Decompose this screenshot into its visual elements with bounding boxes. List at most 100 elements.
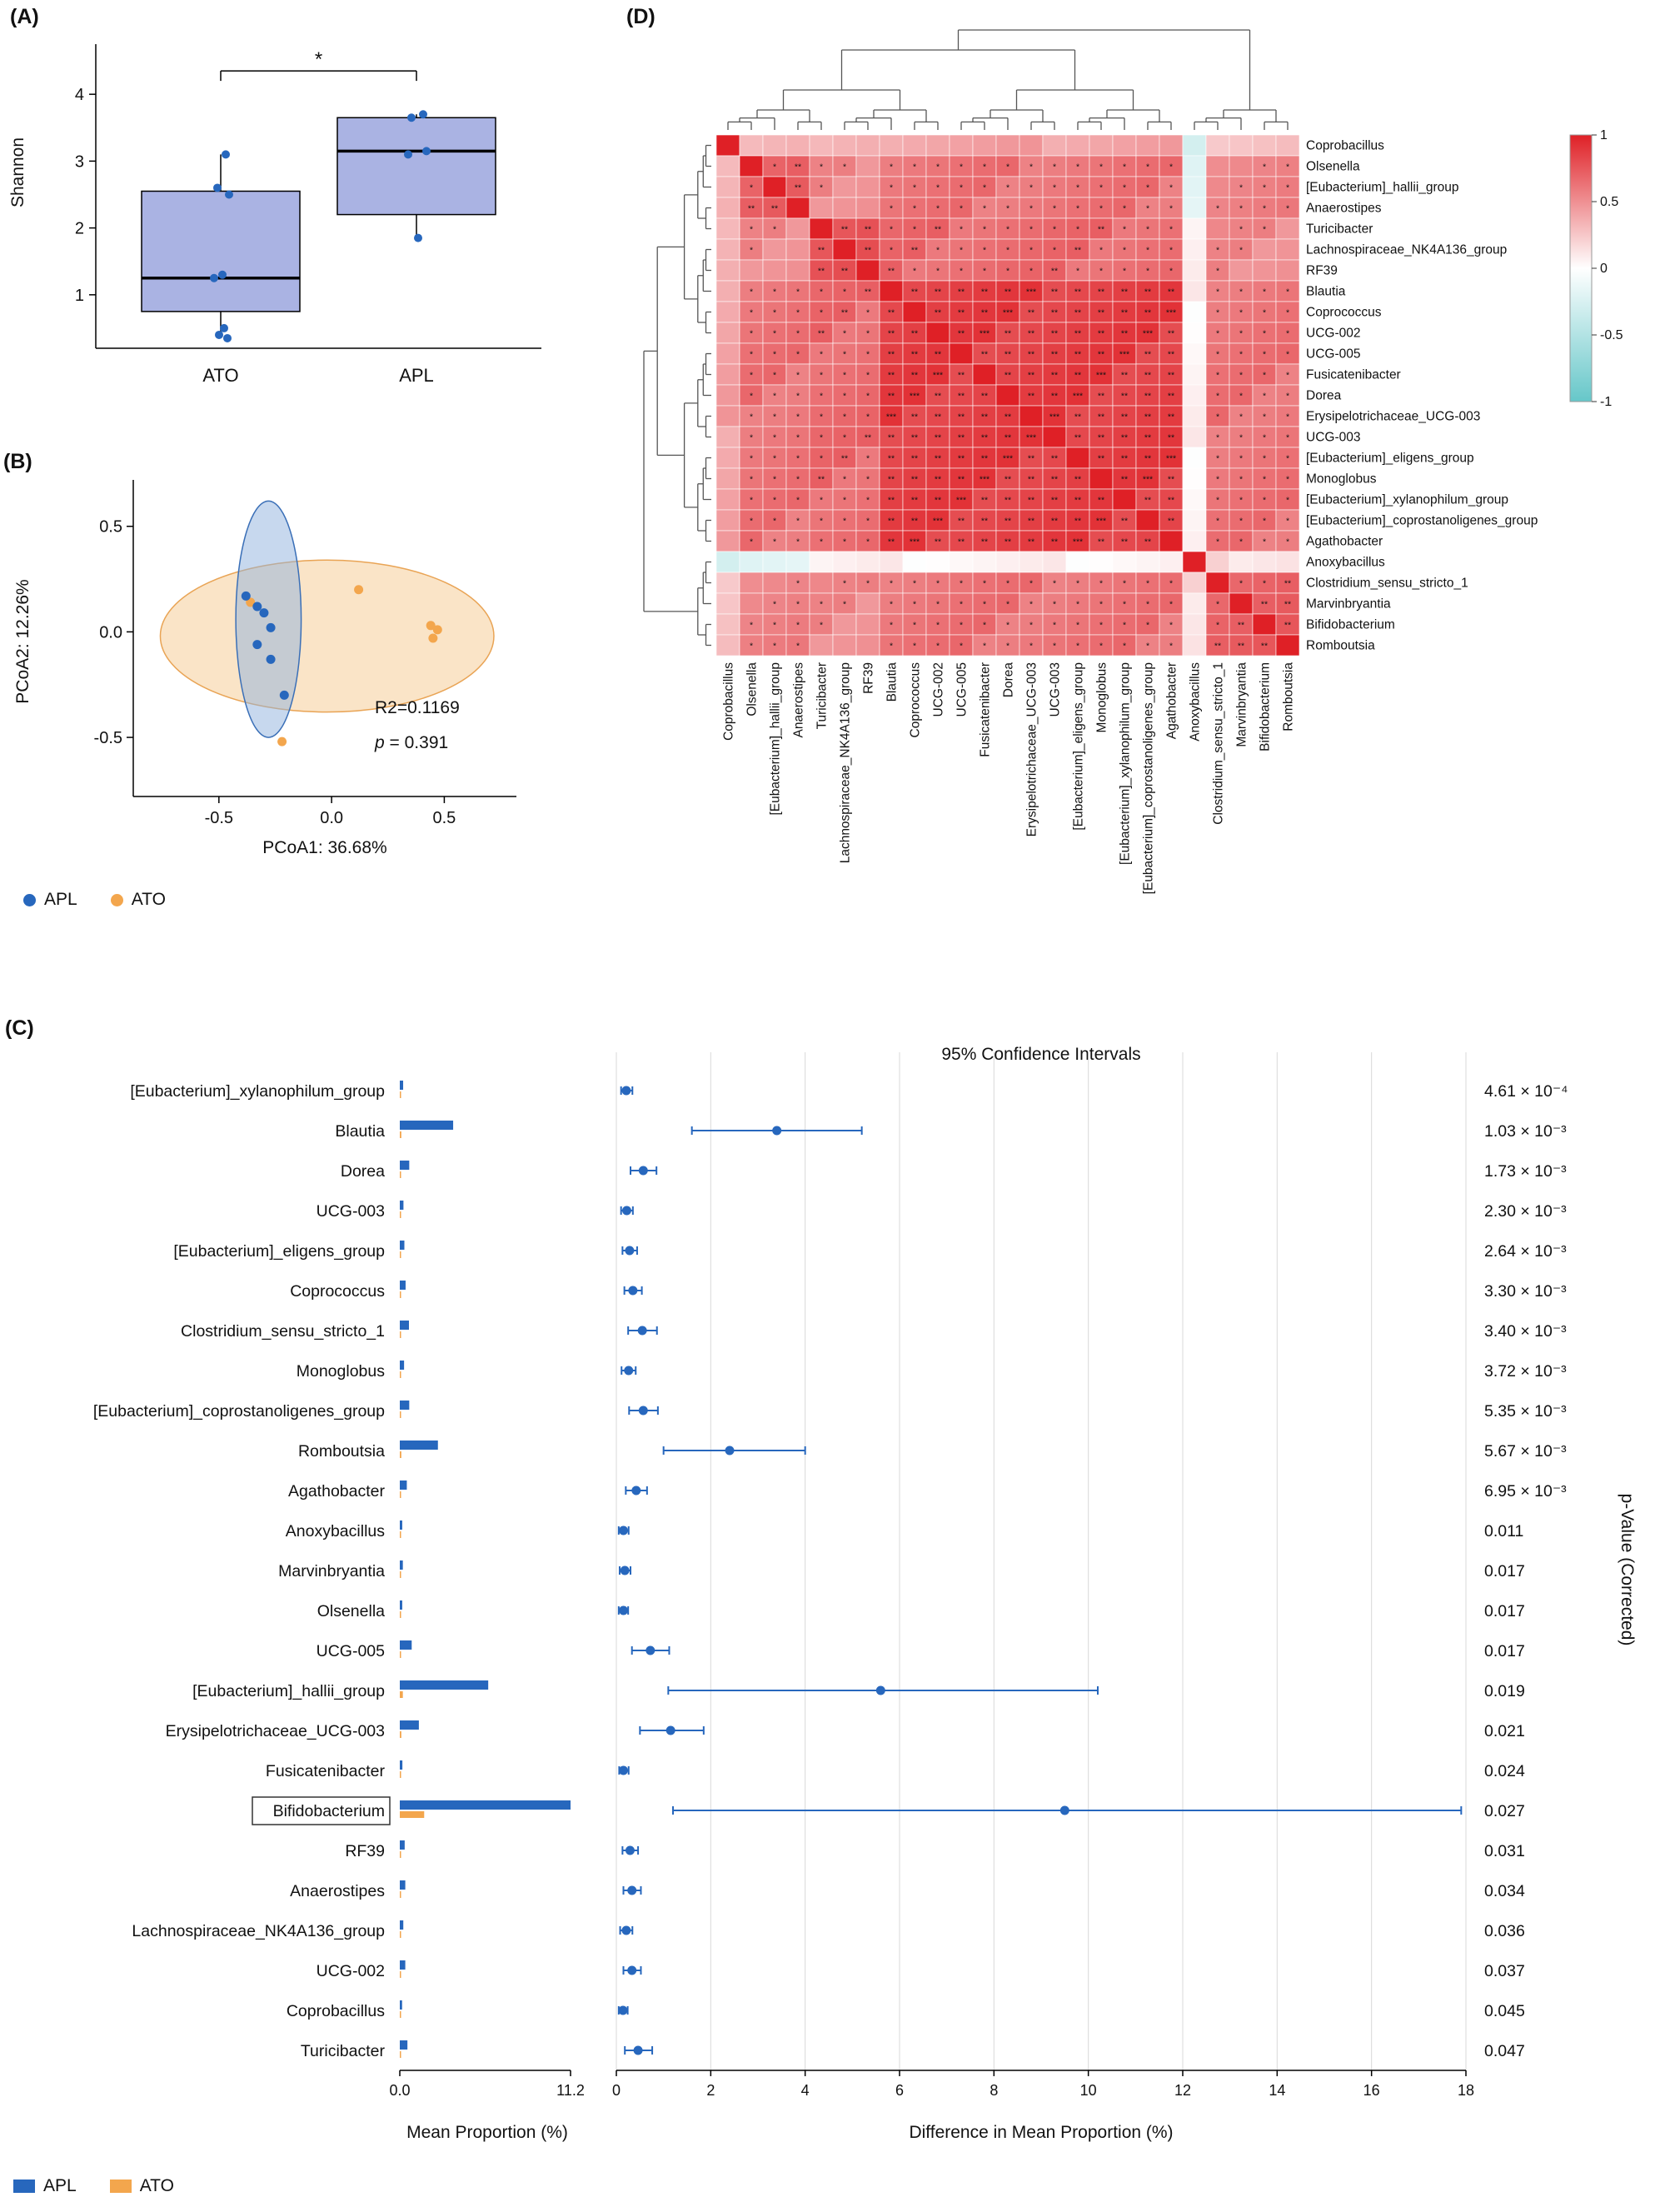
svg-text:**: **	[1074, 496, 1081, 506]
svg-text:**: **	[1074, 517, 1081, 527]
svg-text:**: **	[865, 287, 871, 297]
svg-text:*: *	[820, 517, 823, 527]
heatmap-row-labels: Coprobacillus Olsenella [Eubacterium]_hall…	[1306, 139, 1538, 653]
svg-text:*: *	[1169, 162, 1173, 172]
svg-text:*: *	[843, 162, 846, 172]
svg-text:*: *	[1263, 412, 1266, 422]
svg-text:**: **	[935, 537, 941, 547]
svg-text:*: *	[1123, 204, 1126, 214]
panel-a-label: (A)	[10, 5, 39, 28]
svg-text:**: **	[748, 204, 755, 214]
svg-text:*: *	[1239, 329, 1243, 339]
svg-text:**: **	[935, 392, 941, 402]
svg-text:*: *	[1099, 183, 1103, 193]
svg-text:**: **	[981, 308, 988, 318]
svg-text:**: **	[958, 371, 965, 381]
dendrogram-left	[643, 144, 711, 647]
svg-text:1.73 × 10⁻³: 1.73 × 10⁻³	[1484, 1162, 1567, 1181]
svg-text:*: *	[936, 246, 940, 256]
svg-text:***: ***	[980, 329, 990, 339]
svg-text:**: **	[1168, 350, 1174, 360]
svg-text:**: **	[958, 329, 965, 339]
svg-text:*: *	[1263, 371, 1266, 381]
svg-text:**: **	[1121, 537, 1128, 547]
svg-text:*: *	[1263, 350, 1266, 360]
pcoa-legend-apl: APL	[23, 890, 77, 910]
svg-text:Anaerostipes: Anaerostipes	[792, 662, 806, 738]
svg-text:*: *	[1169, 600, 1173, 610]
svg-text:*: *	[890, 246, 893, 256]
svg-text:[Eubacterium]_hallii_group: [Eubacterium]_hallii_group	[192, 1682, 385, 1700]
panel-d-label: (D)	[626, 5, 656, 28]
colorbar-ticks: 1 0.5 0 -0.5 -1	[1592, 128, 1623, 409]
svg-text:4: 4	[801, 2082, 810, 2099]
svg-text:*: *	[820, 371, 823, 381]
svg-text:**: **	[1144, 537, 1151, 547]
svg-text:*: *	[750, 329, 753, 339]
svg-text:0: 0	[612, 2082, 621, 2099]
svg-text:**: **	[981, 517, 988, 527]
svg-text:ATO: ATO	[202, 365, 238, 386]
svg-text:**: **	[865, 246, 871, 256]
svg-text:*: *	[796, 412, 800, 422]
svg-text:*: *	[1286, 537, 1289, 547]
svg-text:*: *	[773, 308, 776, 318]
svg-text:Blautia: Blautia	[885, 662, 900, 702]
svg-text:*: *	[1216, 204, 1219, 214]
svg-text:*: *	[983, 642, 986, 652]
svg-text:**: **	[1004, 350, 1011, 360]
svg-text:UCG-002: UCG-002	[1306, 327, 1360, 341]
svg-text:*: *	[1216, 537, 1219, 547]
svg-text:Fusicatenibacter: Fusicatenibacter	[266, 1762, 386, 1780]
svg-text:*: *	[866, 517, 870, 527]
svg-text:Agathobacter: Agathobacter	[1306, 535, 1383, 549]
svg-text:*: *	[1076, 600, 1079, 610]
svg-text:Agathobacter: Agathobacter	[1165, 662, 1179, 739]
svg-text:*: *	[773, 517, 776, 527]
svg-text:**: **	[981, 496, 988, 506]
svg-text:*: *	[1146, 621, 1149, 631]
svg-text:**: **	[888, 517, 895, 527]
svg-text:**: **	[1074, 433, 1081, 443]
svg-text:*: *	[890, 183, 893, 193]
svg-text:**: **	[1168, 433, 1174, 443]
svg-text:5.67 × 10⁻³: 5.67 × 10⁻³	[1484, 1442, 1567, 1461]
boxes: ATO APL	[141, 110, 496, 386]
svg-text:18: 18	[1458, 2082, 1474, 2099]
svg-text:**: **	[1098, 454, 1104, 464]
svg-text:Anoxybacillus: Anoxybacillus	[1189, 662, 1203, 741]
svg-text:**: **	[935, 475, 941, 485]
svg-text:*: *	[1216, 496, 1219, 506]
svg-text:0.5: 0.5	[1600, 195, 1618, 209]
svg-text:*: *	[1286, 475, 1289, 485]
svg-text:[Eubacterium]_eligens_group: [Eubacterium]_eligens_group	[1072, 662, 1086, 831]
svg-text:*: *	[1006, 579, 1009, 589]
svg-text:*: *	[820, 392, 823, 402]
svg-text:**: **	[1004, 433, 1011, 443]
svg-text:*: *	[750, 454, 753, 464]
svg-text:*: *	[1239, 537, 1243, 547]
svg-text:*: *	[936, 183, 940, 193]
svg-text:**: **	[1074, 308, 1081, 318]
svg-text:*: *	[1076, 642, 1079, 652]
svg-text:**: **	[935, 287, 941, 297]
svg-text:Coprococcus: Coprococcus	[290, 1282, 385, 1301]
svg-text:Turicibacter: Turicibacter	[815, 662, 830, 729]
svg-text:**: **	[841, 267, 848, 277]
svg-text:Marvinbryantia: Marvinbryantia	[278, 1562, 385, 1580]
svg-text:**: **	[888, 267, 895, 277]
svg-text:*: *	[1216, 475, 1219, 485]
svg-text:*: *	[750, 246, 753, 256]
svg-text:***: ***	[1096, 371, 1106, 381]
svg-text:*: *	[796, 329, 800, 339]
svg-text:***: ***	[910, 392, 920, 402]
svg-text:*: *	[773, 392, 776, 402]
ci-gridlines	[616, 1052, 1467, 2070]
apl-square-swatch	[13, 2180, 35, 2193]
ato-dot-swatch	[110, 893, 123, 906]
svg-text:*: *	[1216, 287, 1219, 297]
svg-text:4: 4	[75, 86, 84, 104]
svg-text:*: *	[866, 329, 870, 339]
svg-text:[Eubacterium]_coprostanoligene: [Eubacterium]_coprostanoligenes_group	[1306, 514, 1538, 528]
apl-ellipse	[235, 500, 302, 738]
